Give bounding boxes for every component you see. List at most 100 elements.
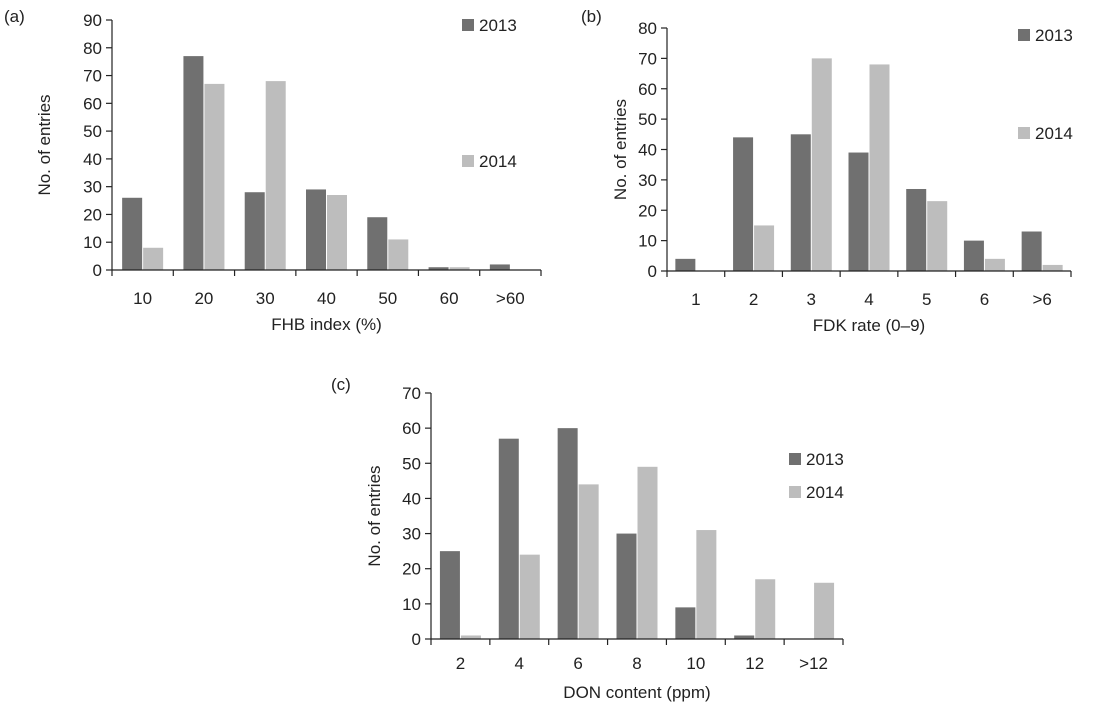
bar-2013-2 — [439, 551, 460, 639]
legend-swatch-2013 — [789, 453, 801, 465]
bar-2014-8 — [637, 466, 658, 639]
bar-2013-40 — [306, 189, 326, 270]
x-axis-title: FHB index (%) — [271, 315, 382, 334]
x-tick-label: 10 — [686, 654, 705, 673]
y-tick-label: 60 — [402, 419, 421, 438]
y-tick-label: 0 — [412, 630, 421, 649]
bar-2013-3 — [790, 134, 811, 271]
y-tick-label: 10 — [83, 233, 102, 252]
y-tick-label: 70 — [402, 384, 421, 403]
bar-2014-10 — [143, 247, 164, 270]
bar-2013-4 — [848, 152, 869, 271]
x-tick-label: 3 — [807, 290, 816, 309]
bar-2013-gt60 — [489, 264, 510, 270]
bar-2014-5 — [927, 201, 948, 271]
x-tick-label: 2 — [456, 654, 465, 673]
legend-swatch-2014 — [1018, 127, 1030, 139]
y-tick-label: 30 — [83, 178, 102, 197]
x-tick-label: 2 — [749, 290, 758, 309]
panel-b: (b) 0 10 20 30 40 50 60 70 80 1 2 3 4 5 6 >6 FDK rate (0–… — [581, 7, 1073, 335]
y-tick-label: 30 — [402, 525, 421, 544]
bar-2013-10 — [675, 607, 696, 639]
bar-2013-50 — [367, 217, 388, 270]
bar-2013-12 — [734, 635, 755, 639]
bar-2013-6 — [557, 428, 578, 639]
bar-2014-2 — [460, 635, 481, 639]
bar-2014-gt12 — [814, 582, 835, 639]
bar-2013-1 — [675, 258, 696, 271]
bar-2014-3 — [811, 58, 832, 271]
bar-2013-20 — [183, 56, 204, 270]
bar-2014-60 — [449, 267, 470, 270]
legend-label-2013: 2013 — [479, 16, 517, 35]
bar-2014-40 — [327, 195, 347, 270]
bar-2014-2 — [754, 225, 775, 271]
x-tick-label: 50 — [378, 289, 397, 308]
x-tick-label: >60 — [496, 289, 525, 308]
legend-swatch-2014 — [462, 155, 474, 167]
bar-2013-30 — [244, 192, 265, 270]
x-tick-label: 8 — [632, 654, 641, 673]
y-tick-label: 70 — [83, 67, 102, 86]
x-tick-label: 1 — [691, 290, 700, 309]
bar-2014-20 — [204, 83, 225, 270]
y-tick-label: 80 — [638, 19, 657, 38]
y-tick-label: 90 — [83, 11, 102, 30]
y-tick-label: 0 — [648, 262, 657, 281]
x-tick-label: 4 — [515, 654, 524, 673]
y-tick-label: 20 — [83, 205, 102, 224]
y-tick-label: 60 — [83, 94, 102, 113]
y-axis-title: No. of entries — [365, 465, 384, 566]
bar-2013-60 — [428, 267, 449, 270]
x-tick-label: 40 — [317, 289, 336, 308]
y-axis-title: No. of entries — [611, 99, 630, 200]
legend-swatch-2013 — [1018, 29, 1030, 41]
y-tick-label: 50 — [83, 122, 102, 141]
bar-2014-10 — [696, 530, 717, 639]
bar-2013-6 — [963, 240, 984, 271]
y-tick-label: 40 — [638, 141, 657, 160]
legend-label-2014: 2014 — [479, 152, 517, 171]
legend-label-2014: 2014 — [1035, 124, 1073, 143]
x-tick-label: 60 — [440, 289, 459, 308]
bar-2013-2 — [733, 137, 754, 271]
x-axis-title: DON content (ppm) — [563, 683, 710, 702]
y-tick-label: 50 — [402, 454, 421, 473]
bar-2014-6 — [984, 258, 1005, 271]
panel-label: (c) — [331, 375, 351, 394]
bar-2013-8 — [616, 533, 637, 639]
bar-2013-gt6 — [1021, 231, 1042, 271]
panel-c: (c) 0 10 20 30 40 50 60 70 2 4 6 8 10 12 >12 DON content… — [331, 375, 844, 702]
bar-2014-50 — [388, 239, 409, 270]
x-tick-label: 6 — [980, 290, 989, 309]
bar-2014-30 — [265, 81, 286, 270]
legend-label-2014: 2014 — [806, 483, 844, 502]
y-axis-title: No. of entries — [35, 94, 54, 195]
x-tick-label: >6 — [1032, 290, 1051, 309]
x-tick-label: 4 — [864, 290, 873, 309]
bar-2014-6 — [578, 484, 599, 639]
y-tick-label: 50 — [638, 110, 657, 129]
bar-2013-5 — [906, 188, 927, 271]
bar-2014-4 — [869, 64, 890, 271]
y-tick-label: 70 — [638, 49, 657, 68]
y-tick-label: 40 — [83, 150, 102, 169]
y-tick-label: 20 — [638, 201, 657, 220]
panel-label: (b) — [581, 7, 602, 26]
bar-2014-gt6 — [1042, 264, 1063, 271]
bar-2013-4 — [498, 438, 519, 639]
x-tick-label: 20 — [194, 289, 213, 308]
x-tick-label: >12 — [799, 654, 828, 673]
x-axis-title: FDK rate (0–9) — [813, 316, 925, 335]
x-tick-label: 12 — [745, 654, 764, 673]
x-tick-label: 10 — [133, 289, 152, 308]
x-tick-label: 30 — [256, 289, 275, 308]
legend-swatch-2013 — [462, 19, 474, 31]
legend-swatch-2014 — [789, 486, 801, 498]
y-tick-label: 20 — [402, 560, 421, 579]
y-tick-label: 60 — [638, 80, 657, 99]
panel-a: (a) 0 10 20 30 40 50 60 70 80 90 10 20 30 40 50 60 >60 FHB… — [4, 7, 542, 334]
bar-2014-4 — [519, 554, 540, 639]
y-tick-label: 40 — [402, 489, 421, 508]
panel-label: (a) — [4, 7, 25, 26]
